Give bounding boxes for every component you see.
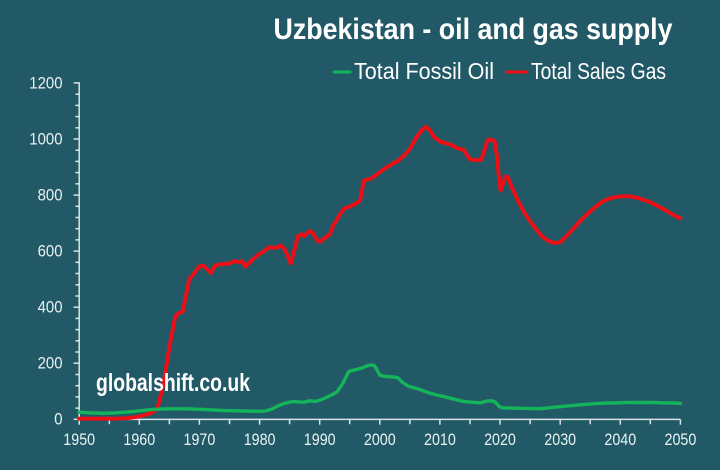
svg-text:200: 200 <box>38 355 63 373</box>
svg-text:1970: 1970 <box>184 431 216 449</box>
svg-text:1980: 1980 <box>244 431 276 449</box>
svg-text:2010: 2010 <box>424 431 456 449</box>
svg-text:Uzbekistan - oil and gas suppl: Uzbekistan - oil and gas supply <box>274 13 673 46</box>
svg-text:400: 400 <box>38 299 63 317</box>
svg-text:1950: 1950 <box>63 431 95 449</box>
svg-text:1200: 1200 <box>29 74 62 92</box>
svg-text:Total Fossil Oil: Total Fossil Oil <box>354 58 494 84</box>
svg-text:2050: 2050 <box>665 431 697 449</box>
svg-text:1960: 1960 <box>123 431 155 449</box>
svg-text:Total Sales Gas: Total Sales Gas <box>531 58 666 84</box>
svg-text:800: 800 <box>38 187 63 205</box>
svg-text:1990: 1990 <box>304 431 336 449</box>
svg-text:globalshift.co.uk: globalshift.co.uk <box>96 369 250 397</box>
svg-text:0: 0 <box>54 411 62 429</box>
svg-text:2020: 2020 <box>484 431 516 449</box>
svg-text:2030: 2030 <box>544 431 576 449</box>
svg-text:2040: 2040 <box>604 431 636 449</box>
svg-text:2000: 2000 <box>364 431 396 449</box>
svg-text:1000: 1000 <box>29 130 62 148</box>
svg-text:600: 600 <box>38 243 63 261</box>
